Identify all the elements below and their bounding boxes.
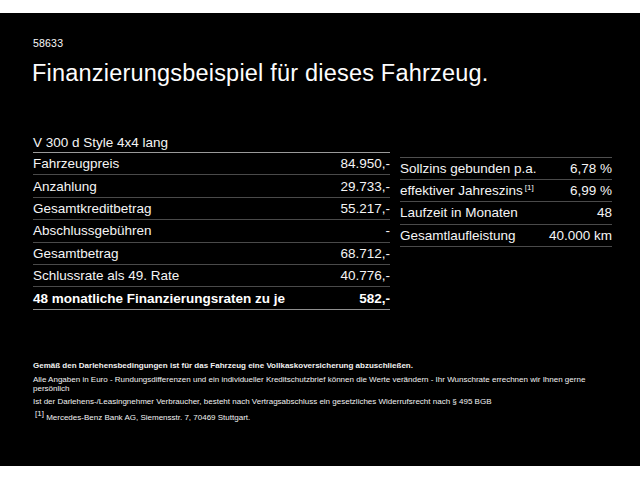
row-label: effektiver Jahreszins[1]	[400, 183, 534, 198]
row-value: 40.000 km	[549, 228, 612, 243]
footnote-insurance: Gemäß den Darlehensbedingungen ist für d…	[33, 361, 612, 370]
page-title: Finanzierungsbeispiel für dieses Fahrzeu…	[32, 58, 502, 89]
row-value: 29.733,-	[340, 179, 390, 194]
finance-details: V 300 d Style 4x4 lang Fahrzeugpreis 84.…	[33, 135, 612, 310]
footnotes: Gemäß den Darlehensbedingungen ist für d…	[33, 361, 612, 427]
table-row: Abschlussgebühren -	[33, 220, 390, 242]
top-letterbox	[0, 0, 640, 13]
row-label: Gesamtlaufleistung	[400, 228, 516, 243]
table-row: Gesamtkreditbetrag 55.217,-	[33, 198, 390, 220]
table-row: Sollzins gebunden p.a. 6,78 %	[400, 158, 612, 180]
row-label: Sollzins gebunden p.a.	[400, 161, 537, 176]
content-area: 58633 Finanzierungsbeispiel für dieses F…	[0, 13, 640, 466]
footnote-legal: Ist der Darlehens-/Leasingnehmer Verbrau…	[33, 397, 612, 406]
table-row: Laufzeit in Monaten 48	[400, 202, 612, 224]
table-row: Anzahlung 29.733,-	[33, 175, 390, 197]
row-label: Laufzeit in Monaten	[400, 205, 518, 220]
vehicle-model: V 300 d Style 4x4 lang	[33, 135, 390, 153]
row-label: Schlussrate als 49. Rate	[33, 268, 179, 283]
conditions-table: Sollzins gebunden p.a. 6,78 % effektiver…	[400, 157, 612, 248]
row-value: 84.950,-	[340, 156, 390, 171]
row-value: 48	[597, 205, 612, 220]
row-value: 6,99 %	[570, 183, 612, 198]
footnote-marker: [1]	[35, 409, 44, 418]
tables-container: Fahrzeugpreis 84.950,- Anzahlung 29.733,…	[33, 153, 612, 310]
finance-table: Fahrzeugpreis 84.950,- Anzahlung 29.733,…	[33, 153, 390, 310]
row-value: 68.712,-	[340, 246, 390, 261]
table-row-total: 48 monatliche Finanzierungsraten zu je 5…	[33, 287, 390, 309]
row-value: 55.217,-	[340, 201, 390, 216]
row-label: Anzahlung	[33, 179, 97, 194]
table-row: Gesamtlaufleistung 40.000 km	[400, 225, 612, 247]
row-value: 40.776,-	[340, 268, 390, 283]
table-row: Fahrzeugpreis 84.950,-	[33, 153, 390, 175]
row-label: Gesamtkreditbetrag	[33, 201, 152, 216]
row-label: Gesamtbetrag	[33, 246, 119, 261]
table-row: Schlussrate als 49. Rate 40.776,-	[33, 265, 390, 287]
table-row: effektiver Jahreszins[1] 6,99 %	[400, 180, 612, 202]
row-label: Fahrzeugpreis	[33, 156, 119, 171]
row-label: 48 monatliche Finanzierungsraten zu je	[33, 291, 285, 306]
footnote-disclaimer: Alle Angaben in Euro - Rundungsdifferenz…	[33, 375, 612, 393]
footnote-bank: [1] Mercedes-Benz Bank AG, Siemensstr. 7…	[33, 413, 612, 422]
table-row: Gesamtbetrag 68.712,-	[33, 243, 390, 265]
row-label: Abschlussgebühren	[33, 223, 152, 238]
bottom-letterbox	[0, 466, 640, 480]
row-value: -	[386, 223, 391, 238]
ref-number: 58633	[33, 37, 63, 49]
row-value: 6,78 %	[570, 161, 612, 176]
row-value: 582,-	[359, 291, 390, 306]
financing-example-page: 58633 Finanzierungsbeispiel für dieses F…	[0, 0, 640, 480]
footnote-marker: [1]	[525, 183, 534, 192]
